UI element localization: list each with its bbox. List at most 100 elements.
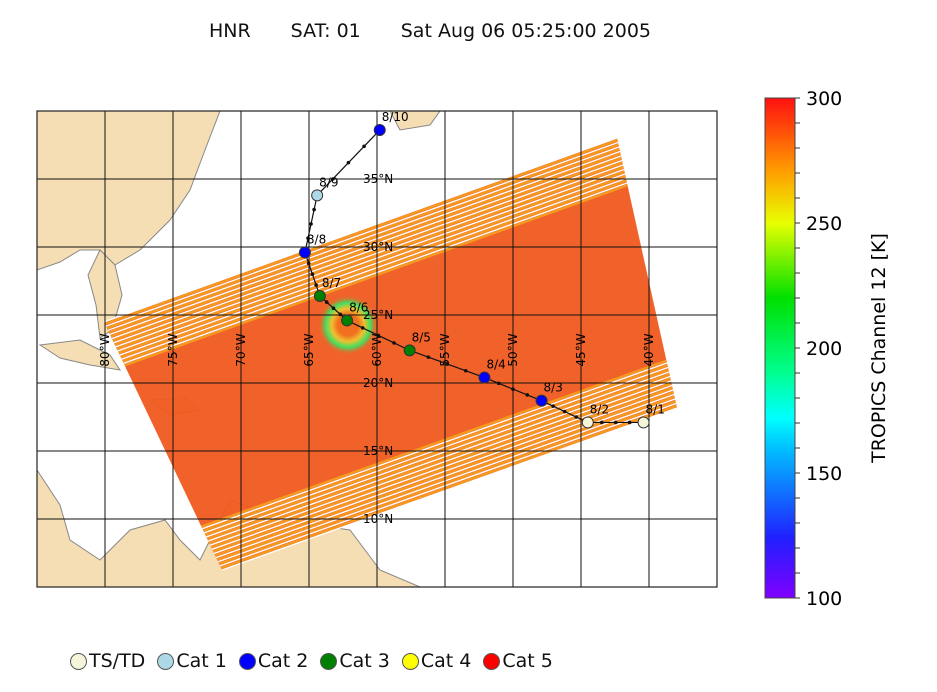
swath-body — [104, 138, 677, 570]
swath-scan-line — [200, 359, 667, 528]
map-area: 80°W 75°W 70°W 65°W 60°W 55°W 50°W 45°W 40°W 35°N… — [37, 110, 717, 587]
track-point — [298, 246, 311, 259]
legend-item: Cat 2 — [238, 650, 309, 672]
map-frame — [36, 110, 718, 588]
legend-marker-icon — [238, 652, 256, 670]
lon-label: 55°W — [438, 333, 452, 366]
lat-label: 10°N — [363, 512, 393, 526]
title-satellite: SAT: 01 — [290, 20, 361, 42]
swath-scan-line — [220, 404, 677, 570]
lon-label: 50°W — [506, 333, 520, 366]
swath-scan-gap — [121, 177, 627, 360]
swath-scan-line — [106, 143, 619, 330]
swath-scan-line — [110, 152, 621, 338]
swath-scan-gap — [206, 371, 670, 538]
lat-label: 15°N — [363, 444, 393, 458]
swath-scan-line — [210, 382, 672, 549]
swath-scan-gap — [204, 366, 669, 534]
colorbar-label: TROPICS Channel 12 [K] — [868, 233, 890, 464]
swath-scan-gap — [219, 402, 677, 567]
swath-scan-line — [116, 165, 624, 350]
lat-label: 25°N — [363, 308, 393, 322]
colorbar: 300 250 200 150 100 TROPICS Channel 12 [K] — [764, 88, 890, 610]
lat-label: 20°N — [363, 376, 393, 390]
lon-label: 40°W — [642, 333, 656, 366]
track-date-label: 8/4 — [486, 358, 505, 372]
colorbar-gradient — [764, 97, 796, 599]
track-date-label: 8/5 — [412, 330, 431, 344]
track-marker — [496, 381, 501, 386]
title-datetime: Sat Aug 06 05:25:00 2005 — [400, 20, 652, 42]
track-point — [581, 416, 594, 429]
track-marker — [574, 415, 579, 419]
swath-scan-line — [120, 174, 626, 359]
legend-marker-icon — [157, 652, 175, 670]
swath-scan-line — [112, 156, 622, 342]
swath-scan-line — [104, 138, 618, 326]
legend-label: Cat 4 — [420, 650, 472, 672]
track-marker — [599, 420, 604, 425]
track-marker — [306, 261, 311, 266]
legend-label: Cat 3 — [339, 650, 390, 672]
track-point — [341, 314, 354, 327]
track-marker — [525, 393, 530, 397]
colorbar-tick-label: 100 — [806, 588, 842, 610]
swath-scan-gap — [211, 384, 673, 550]
track-marker — [392, 341, 396, 345]
legend-label: Cat 2 — [257, 650, 309, 672]
swath-scan-gap — [117, 168, 625, 352]
track-marker — [551, 404, 555, 408]
swath-scan-gap — [209, 380, 672, 546]
track-date-label: 8/9 — [319, 175, 338, 189]
colorbar-tick-label: 200 — [806, 338, 842, 360]
track-marker — [324, 300, 329, 304]
track-marker — [312, 207, 316, 212]
legend-item: Cat 1 — [157, 650, 227, 672]
track-date-label: 8/3 — [544, 381, 563, 395]
swath-scan-gap — [213, 389, 674, 555]
lon-label: 60°W — [370, 333, 384, 366]
swath-scan-gap — [107, 146, 620, 331]
lon-label: 80°W — [98, 333, 112, 366]
lat-label: 35°N — [363, 172, 393, 186]
track-marker — [314, 283, 318, 287]
swath-scan-line — [122, 179, 627, 363]
track-marker — [310, 272, 315, 277]
track-date-label: 8/1 — [646, 402, 665, 416]
swath-scan-line — [216, 395, 675, 561]
track-date-label: 8/7 — [322, 276, 341, 290]
track-marker — [376, 333, 381, 338]
track-marker — [346, 160, 351, 165]
track-point — [478, 371, 491, 384]
swath-scan-gap — [217, 398, 676, 563]
legend-marker-icon — [401, 652, 419, 670]
satellite-swath — [103, 137, 678, 571]
track-point — [311, 189, 324, 202]
swath-scan-gap — [105, 141, 619, 327]
legend-item: Cat 4 — [401, 650, 472, 672]
track-marker — [338, 312, 343, 317]
swath-scan-line — [118, 170, 625, 355]
track-marker — [562, 409, 567, 414]
legend-marker-icon — [483, 652, 501, 670]
colorbar-tick-label: 150 — [806, 463, 842, 485]
swath-scan-line — [114, 161, 623, 346]
lon-label: 70°W — [234, 333, 248, 366]
track-date-label: 8/10 — [382, 110, 409, 124]
swath-scan-line — [206, 373, 670, 541]
swath-scan-line — [202, 364, 668, 532]
swath-scan-line — [108, 147, 620, 334]
swath-scan-gap — [119, 173, 626, 356]
swath-scan-gap — [109, 150, 621, 336]
legend-item: Cat 3 — [320, 650, 390, 672]
swath-scan-gap — [202, 362, 668, 530]
swath-scan-line — [208, 377, 671, 545]
legend-marker-icon — [320, 652, 338, 670]
track-marker — [426, 355, 431, 359]
swath-scan-line — [212, 386, 673, 553]
swath-scan-gap — [115, 164, 624, 348]
track-marker — [613, 420, 618, 425]
track-marker — [463, 368, 468, 373]
colorbar-tick-label: 300 — [806, 88, 842, 110]
